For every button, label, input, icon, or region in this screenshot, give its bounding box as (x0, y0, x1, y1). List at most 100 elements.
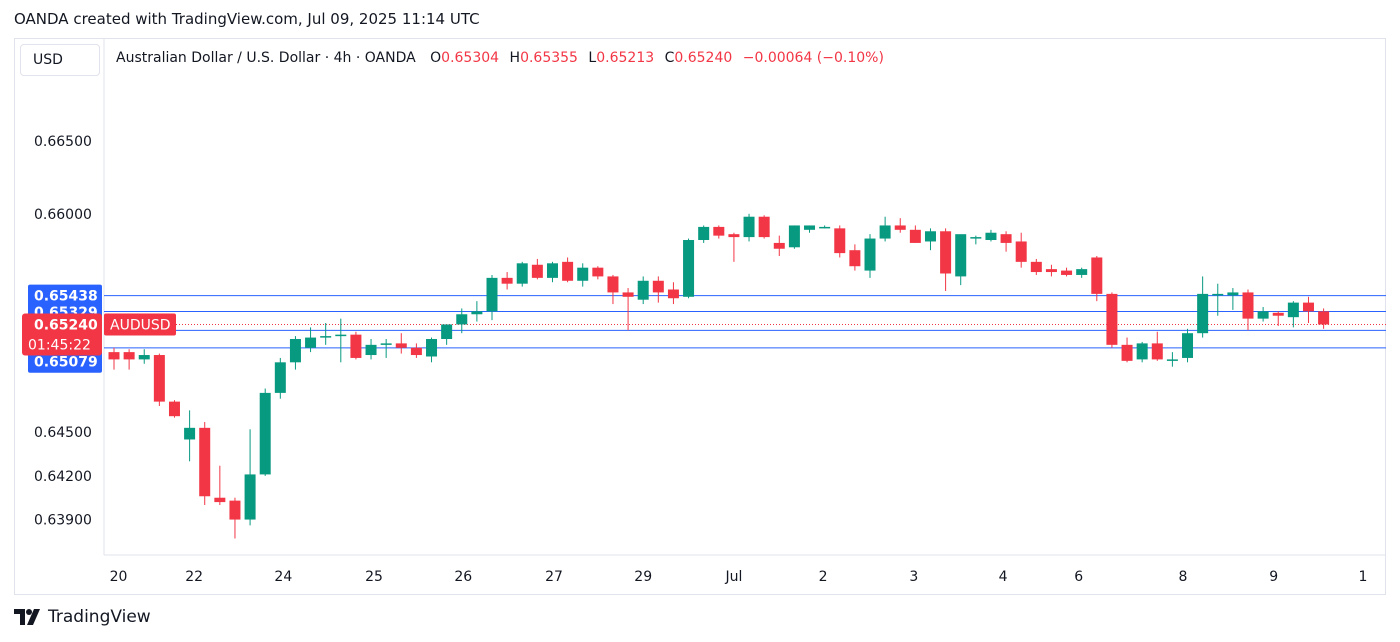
candle-body[interactable] (1287, 302, 1299, 318)
candle-body[interactable] (426, 339, 438, 357)
candle-body[interactable] (1091, 257, 1103, 294)
candle-body[interactable] (924, 231, 936, 242)
candle-body[interactable] (456, 314, 468, 325)
candle-body[interactable] (894, 225, 906, 230)
candle-body[interactable] (622, 292, 634, 297)
x-tick-label: 1 (1358, 569, 1367, 585)
candle-body[interactable] (441, 324, 453, 340)
candle-body[interactable] (274, 362, 286, 393)
candle-body[interactable] (985, 232, 997, 241)
candle-body[interactable] (229, 500, 241, 520)
x-tick-label: 24 (274, 569, 292, 585)
candle-body[interactable] (1151, 343, 1163, 360)
currency-button[interactable]: USD (20, 44, 100, 76)
candle-body[interactable] (123, 352, 135, 360)
candle-body[interactable] (1076, 269, 1088, 275)
candle-body[interactable] (305, 337, 317, 348)
candle-body[interactable] (289, 339, 301, 363)
candle-body[interactable] (849, 250, 861, 267)
candle-body[interactable] (562, 261, 574, 281)
candle-body[interactable] (864, 238, 876, 271)
candle-body[interactable] (501, 277, 513, 284)
candle-body[interactable] (1121, 344, 1133, 361)
candle-body[interactable] (516, 263, 528, 284)
candle-body[interactable] (244, 474, 256, 520)
candle-body[interactable] (970, 237, 982, 239)
symbol-tag-bg (104, 313, 176, 336)
candle-body[interactable] (320, 336, 332, 338)
candle-body[interactable] (471, 311, 483, 315)
candle-body[interactable] (138, 355, 150, 360)
candle-body[interactable] (108, 352, 120, 360)
y-tick-label: 0.64200 (34, 469, 92, 485)
candle-body[interactable] (546, 263, 558, 278)
candle-body[interactable] (637, 280, 649, 300)
candle-body[interactable] (1045, 269, 1057, 273)
tradingview-logo[interactable]: TradingView (14, 607, 151, 627)
candle-body[interactable] (1000, 234, 1012, 243)
candle-body[interactable] (773, 242, 785, 249)
candle-body[interactable] (486, 277, 498, 312)
legend-low-label: L (588, 50, 597, 66)
candle-body[interactable] (667, 289, 679, 299)
candle-body[interactable] (1030, 261, 1042, 273)
candle-body[interactable] (395, 343, 407, 348)
candle-body[interactable] (1106, 293, 1118, 345)
candle-body[interactable] (1166, 359, 1178, 361)
candle-body[interactable] (1257, 311, 1269, 319)
candle-body[interactable] (350, 334, 362, 358)
chart-panel[interactable] (14, 38, 1386, 595)
candle-body[interactable] (713, 226, 725, 236)
footer-brand: TradingView (48, 607, 151, 627)
symbol-tag: AUDUSD (110, 317, 171, 333)
candle-body[interactable] (940, 231, 952, 274)
candle-body[interactable] (758, 216, 770, 238)
candle-body[interactable] (592, 267, 604, 277)
candle-body[interactable] (1318, 311, 1330, 325)
candle-body[interactable] (743, 216, 755, 238)
candle-body[interactable] (410, 347, 422, 356)
candle-body[interactable] (788, 225, 800, 248)
candle-body[interactable] (683, 240, 695, 297)
candle-body[interactable] (577, 267, 589, 281)
x-tick-label: 26 (454, 569, 472, 585)
candle-body[interactable] (1015, 241, 1027, 262)
tradingview-logo-icon (14, 609, 40, 625)
candle-body[interactable] (819, 226, 831, 229)
candle-body[interactable] (1061, 270, 1073, 275)
candle-body[interactable] (184, 427, 196, 440)
x-tick-label: 4 (999, 569, 1008, 585)
legend-change: −0.00064 (−0.10%) (742, 50, 884, 66)
candle-body[interactable] (1197, 293, 1209, 334)
candle-body[interactable] (259, 392, 271, 475)
candle-body[interactable] (153, 355, 165, 402)
candle-body[interactable] (335, 334, 347, 337)
legend-low: 0.65213 (596, 50, 655, 66)
candle-body[interactable] (652, 280, 664, 293)
candle-body[interactable] (1212, 293, 1224, 296)
candle-body[interactable] (1242, 292, 1254, 319)
candle-body[interactable] (531, 264, 543, 278)
candle-body[interactable] (955, 234, 967, 277)
candle-body[interactable] (1136, 343, 1148, 360)
candle-body[interactable] (1182, 333, 1194, 358)
candle-body[interactable] (380, 343, 392, 345)
y-tick-label: 0.63900 (34, 513, 92, 529)
candle-body[interactable] (214, 497, 226, 503)
candle-body[interactable] (804, 225, 816, 230)
candle-body[interactable] (199, 427, 211, 497)
legend-close-label: C (664, 50, 675, 66)
candle-body[interactable] (728, 234, 740, 238)
candle-body[interactable] (1302, 302, 1314, 312)
candle-body[interactable] (909, 229, 921, 243)
candle-body[interactable] (698, 226, 710, 241)
candle-body[interactable] (1227, 292, 1239, 296)
candle-body[interactable] (834, 228, 846, 254)
candle-body[interactable] (607, 276, 619, 293)
candle-body[interactable] (168, 401, 180, 417)
candle-body[interactable] (879, 225, 891, 239)
candle-body[interactable] (365, 344, 377, 356)
legend-symbol: Australian Dollar / U.S. Dollar · 4h · O… (116, 50, 416, 66)
candle-body[interactable] (1272, 312, 1284, 316)
